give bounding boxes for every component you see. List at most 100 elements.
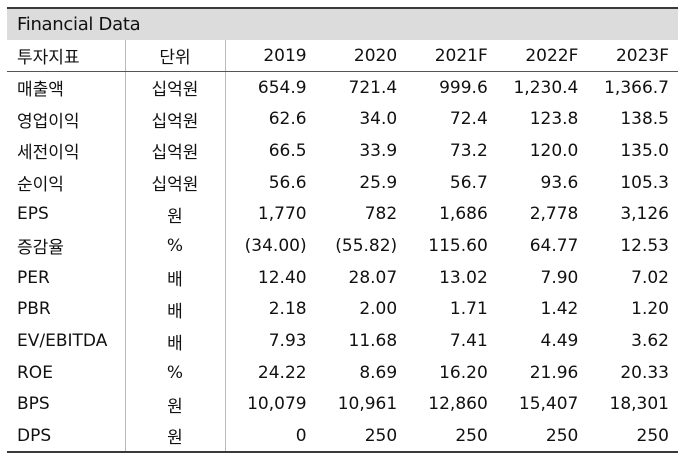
value-cell: 12.53 bbox=[620, 235, 669, 256]
row-label: 세전이익 bbox=[17, 143, 80, 164]
table-body: 매출액 십억원 654.9 721.4 999.6 1,230.4 1,366.7 영업이익 십… bbox=[7, 71, 678, 453]
row-label: EPS bbox=[17, 204, 49, 225]
value-cell: 250 bbox=[496, 420, 588, 453]
value-cell: 33.9 bbox=[359, 140, 398, 161]
row-unit: % bbox=[124, 356, 226, 389]
value-cell: 999.6 bbox=[439, 77, 488, 98]
row-label: EV/EBITDA bbox=[17, 331, 108, 352]
value-cell: 62.6 bbox=[268, 109, 307, 130]
table-row: 영업이익 십억원 62.6 34.0 72.4 123.8 138.5 bbox=[7, 103, 678, 136]
row-unit: 원 bbox=[124, 198, 226, 231]
value-cell: 72.4 bbox=[449, 109, 488, 130]
value-cell: 1,770 bbox=[257, 204, 307, 225]
row-label: 순이익 bbox=[17, 175, 64, 196]
table-row: ROE% 24.22 8.69 16.20 21.96 20.33 bbox=[7, 356, 678, 389]
value-cell: 8.69 bbox=[359, 362, 398, 383]
title-bar: Financial Data bbox=[7, 7, 678, 40]
row-unit: 십억원 bbox=[124, 166, 226, 199]
table-row: 증감율% (34.00) (55.82) 115.60 64.77 12.53 bbox=[7, 230, 678, 262]
row-label: PBR bbox=[17, 299, 51, 320]
value-cell: 7.90 bbox=[540, 267, 579, 288]
value-cell: 56.7 bbox=[449, 172, 488, 193]
value-cell: 2,778 bbox=[529, 204, 579, 225]
value-cell: 25.9 bbox=[359, 172, 398, 193]
value-cell: 15,407 bbox=[518, 394, 579, 415]
row-label: PER bbox=[17, 267, 50, 288]
value-cell: 24.22 bbox=[257, 362, 307, 383]
value-cell: (34.00) bbox=[244, 235, 307, 256]
row-unit: 십억원 bbox=[124, 71, 226, 104]
row-unit: 배 bbox=[124, 325, 226, 357]
table-row: 매출액 십억원 654.9 721.4 999.6 1,230.4 1,366.7 bbox=[7, 71, 678, 104]
row-unit: 원 bbox=[124, 420, 226, 453]
value-cell: 105.3 bbox=[620, 172, 669, 193]
header-cell-year: 2022F bbox=[496, 40, 588, 73]
row-label: DPS bbox=[7, 420, 125, 453]
value-cell: 7.93 bbox=[268, 331, 307, 352]
header-cell-year: 2020 bbox=[315, 40, 407, 73]
header-row: 투자지표 단위 2019 2020 2021F 2022F 2023F bbox=[7, 40, 678, 73]
value-cell: 66.5 bbox=[268, 140, 307, 161]
value-cell: 3.62 bbox=[631, 331, 669, 352]
row-label: BPS bbox=[17, 394, 50, 415]
value-cell: 10,961 bbox=[337, 394, 398, 415]
header-cell-year: 2023F bbox=[587, 40, 678, 73]
table-row: EV/EBITDA 배 7.93 11.68 7.41 4.49 3.62 bbox=[7, 325, 678, 357]
row-unit: 원 bbox=[124, 388, 226, 421]
row-label: 매출액 bbox=[17, 80, 64, 101]
value-cell: 34.0 bbox=[359, 109, 398, 130]
value-cell: 7.41 bbox=[449, 331, 488, 352]
row-unit: 배 bbox=[124, 293, 226, 326]
value-cell: 28.07 bbox=[348, 267, 398, 288]
row-unit: % bbox=[124, 230, 226, 262]
value-cell: 654.9 bbox=[257, 77, 307, 98]
value-cell: 123.8 bbox=[529, 109, 579, 130]
value-cell: 12,860 bbox=[428, 394, 488, 415]
value-cell: 13.02 bbox=[439, 267, 488, 288]
table-row: DPS 원 0 250 250 250 250 bbox=[7, 420, 678, 453]
value-cell: 721.4 bbox=[348, 77, 398, 98]
value-cell: 10,079 bbox=[247, 394, 307, 415]
value-cell: 18,301 bbox=[609, 394, 669, 415]
value-cell: 12.40 bbox=[257, 267, 307, 288]
value-cell: (55.82) bbox=[335, 235, 398, 256]
header-cell-year: 2019 bbox=[225, 40, 316, 73]
row-unit: 배 bbox=[124, 261, 226, 294]
value-cell: 20.33 bbox=[620, 362, 669, 383]
table-row: 순이익 십억원 56.6 25.9 56.7 93.6 105.3 bbox=[7, 166, 678, 199]
value-cell: 135.0 bbox=[620, 140, 669, 161]
value-cell: 2.00 bbox=[359, 299, 398, 320]
value-cell: 3,126 bbox=[620, 204, 669, 225]
table-row: PER 배 12.40 28.07 13.02 7.90 7.02 bbox=[7, 261, 678, 294]
value-cell: 1,230.4 bbox=[513, 77, 579, 98]
value-cell: 1,686 bbox=[439, 204, 488, 225]
value-cell: 1.42 bbox=[540, 299, 579, 320]
value-cell: 250 bbox=[315, 420, 407, 453]
row-label: 영업이익 bbox=[17, 111, 80, 132]
row-label: 증감율 bbox=[17, 238, 64, 259]
value-cell: 782 bbox=[364, 204, 398, 225]
value-cell: 1.20 bbox=[631, 299, 669, 320]
value-cell: 250 bbox=[406, 420, 497, 453]
value-cell: 2.18 bbox=[268, 299, 307, 320]
value-cell: 64.77 bbox=[529, 235, 579, 256]
value-cell: 73.2 bbox=[449, 140, 488, 161]
value-cell: 56.6 bbox=[268, 172, 307, 193]
table-row: EPS 원 1,770 782 1,686 2,778 3,126 bbox=[7, 198, 678, 231]
header-cell-unit: 단위 bbox=[124, 40, 226, 73]
value-cell: 138.5 bbox=[620, 109, 669, 130]
value-cell: 120.0 bbox=[529, 140, 579, 161]
row-label: ROE bbox=[17, 362, 53, 383]
value-cell: 4.49 bbox=[540, 331, 579, 352]
value-cell: 250 bbox=[587, 420, 678, 453]
row-unit: 십억원 bbox=[124, 103, 226, 136]
value-cell: 115.60 bbox=[428, 235, 488, 256]
value-cell: 7.02 bbox=[631, 267, 669, 288]
value-cell: 1,366.7 bbox=[604, 77, 669, 98]
value-cell: 21.96 bbox=[529, 362, 579, 383]
header-cell-indicator: 투자지표 bbox=[7, 40, 125, 73]
row-unit: 십억원 bbox=[124, 135, 226, 167]
table-row: PBR 배 2.18 2.00 1.71 1.42 1.20 bbox=[7, 293, 678, 326]
value-cell: 1.71 bbox=[449, 299, 488, 320]
